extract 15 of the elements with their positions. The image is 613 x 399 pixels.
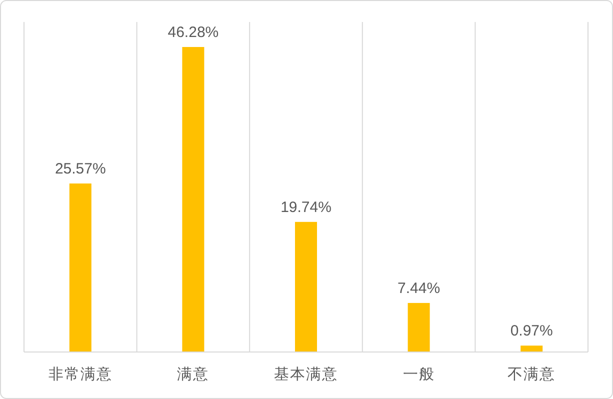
x-tick-label: 不满意 [508,366,556,383]
bar [182,47,204,352]
data-label: 7.44% [398,280,440,297]
bar [69,183,92,352]
bar [295,222,317,352]
x-tick-label: 基本满意 [274,366,338,383]
x-tick-label: 非常满意 [48,366,112,383]
data-label: 0.97% [510,322,553,340]
bar [408,302,430,352]
data-label: 46.28% [168,24,219,41]
x-tick-label: 一般 [402,366,435,383]
data-label: 25.57% [54,160,106,178]
data-label: 19.74% [280,198,332,216]
x-tick-label: 满意 [177,366,210,383]
bar [520,346,543,352]
